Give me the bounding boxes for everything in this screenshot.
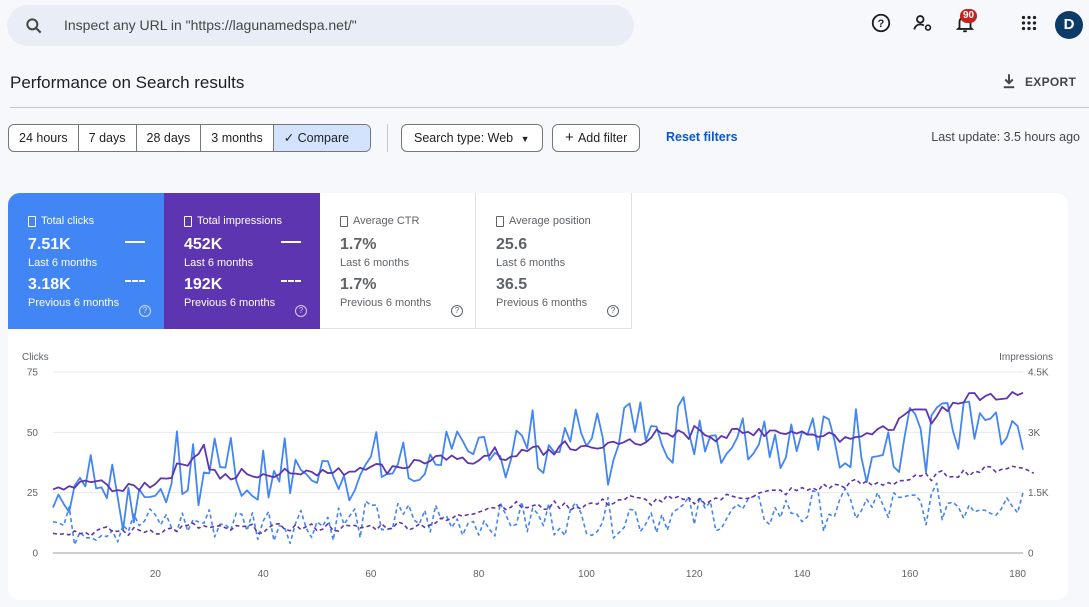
impressions-solid-series-line (52, 391, 1024, 493)
metric-period: Last 6 months (184, 257, 254, 269)
plus-icon: + (565, 129, 578, 146)
search-placeholder: Inspect any URL in "https://lagunamedspa… (64, 17, 357, 33)
x-tick-label: 120 (686, 569, 703, 580)
search-type-dropdown[interactable]: Search type: Web ▼ (401, 124, 543, 152)
metric-period: Last 6 months (496, 257, 566, 269)
left-axis-title: Clicks (22, 352, 49, 363)
metric-value: 1.7% (340, 236, 377, 253)
metric-prev-period: Previous 6 months (340, 297, 432, 309)
apps-grid-icon[interactable] (1018, 12, 1040, 34)
filter-separator (387, 124, 388, 152)
right-tick-label: 1.5K (1028, 488, 1049, 499)
metric-label: Total impressions (197, 215, 282, 227)
left-tick-label: 25 (27, 488, 39, 499)
metric-prev-period: Previous 6 months (184, 297, 276, 309)
performance-card: Total clicks 7.51K Last 6 months 3.18K P… (8, 193, 1068, 600)
metric-prev-value: 3.18K (28, 276, 71, 293)
help-icon[interactable]: ? (870, 12, 892, 34)
checkbox-icon[interactable] (184, 216, 192, 227)
dashed-line-legend (125, 280, 145, 282)
clicks-solid-series-line (52, 396, 1024, 531)
metric-prev-value: 36.5 (496, 276, 528, 293)
compare-label: Compare (297, 131, 350, 145)
checkbox-icon[interactable] (496, 216, 504, 227)
checkbox-icon[interactable] (340, 216, 348, 227)
reset-filters-link[interactable]: Reset filters (666, 130, 738, 144)
range-24-hours[interactable]: 24 hours (9, 125, 79, 151)
right-axis-title: Impressions (999, 352, 1053, 363)
url-inspect-search[interactable]: Inspect any URL in "https://lagunamedspa… (7, 5, 634, 46)
x-tick-label: 100 (578, 569, 595, 580)
range-7-days[interactable]: 7 days (79, 125, 137, 151)
metric-value: 25.6 (496, 236, 528, 253)
notification-count-badge: 90 (960, 9, 978, 23)
metric-period: Last 6 months (28, 257, 98, 269)
metric-prev-value: 192K (184, 276, 223, 293)
download-icon (1003, 74, 1015, 89)
range-28-days[interactable]: 28 days (137, 125, 202, 151)
solid-line-legend (281, 241, 301, 243)
export-label: EXPORT (1025, 75, 1077, 89)
metric-prev-value: 1.7% (340, 276, 377, 293)
metric-prev-period: Previous 6 months (496, 297, 588, 309)
clicks-dashed-series-line (52, 482, 1024, 546)
page-title: Performance on Search results (10, 73, 245, 92)
x-tick-label: 20 (150, 569, 162, 580)
check-icon: ✓ (283, 131, 298, 145)
range-3-months[interactable]: 3 months (201, 125, 274, 151)
metric-average-position[interactable]: Average position 25.6 Last 6 months 36.5… (476, 193, 632, 329)
x-tick-label: 80 (473, 569, 485, 580)
metric-label: Average CTR (353, 215, 420, 227)
manage-users-icon[interactable] (912, 12, 934, 34)
checkbox-icon[interactable] (28, 216, 36, 227)
x-tick-label: 180 (1009, 569, 1026, 580)
help-icon[interactable]: ? (607, 305, 619, 317)
solid-line-legend (125, 241, 145, 243)
dropdown-arrow-icon: ▼ (520, 134, 530, 144)
compare-button[interactable]: ✓ Compare (273, 125, 370, 151)
right-tick-label: 4.5K (1028, 368, 1049, 379)
metric-value: 7.51K (28, 236, 71, 253)
metric-total-impressions[interactable]: Total impressions 452K Last 6 months 192… (164, 193, 320, 329)
right-tick-label: 3K (1028, 428, 1041, 439)
x-tick-label: 60 (365, 569, 377, 580)
metric-value: 452K (184, 236, 223, 253)
x-tick-label: 140 (794, 569, 811, 580)
add-filter-label: Add filter (577, 131, 628, 145)
add-filter-button[interactable]: + Add filter (552, 124, 641, 152)
header-divider (10, 107, 1089, 108)
search-type-label: Search type: Web (414, 131, 514, 145)
x-tick-label: 160 (901, 569, 918, 580)
account-avatar[interactable]: D (1055, 11, 1083, 39)
left-tick-label: 75 (27, 368, 39, 379)
metric-total-clicks[interactable]: Total clicks 7.51K Last 6 months 3.18K P… (8, 193, 164, 329)
help-icon[interactable]: ? (451, 305, 463, 317)
left-tick-label: 0 (32, 549, 38, 560)
performance-chart[interactable]: Clicks Impressions 0 25 50 75 0 1.5K 3K 4.5K 20 40 6… (8, 343, 1068, 600)
search-icon (26, 18, 42, 34)
help-icon[interactable]: ? (139, 305, 151, 317)
x-tick-label: 40 (258, 569, 270, 580)
help-icon[interactable]: ? (295, 305, 307, 317)
metric-period: Last 6 months (340, 257, 410, 269)
dashed-line-legend (281, 280, 301, 282)
metric-label: Total clicks (41, 215, 95, 227)
metric-prev-period: Previous 6 months (28, 297, 120, 309)
metric-label: Average position (509, 215, 591, 227)
last-update-text: Last update: 3.5 hours ago (931, 130, 1080, 144)
metric-average-ctr[interactable]: Average CTR 1.7% Last 6 months 1.7% Prev… (320, 193, 476, 329)
date-range-selector: 24 hours 7 days 28 days 3 months ✓ Compa… (8, 124, 371, 152)
impressions-dashed-series-line (52, 465, 1035, 537)
svg-text:?: ? (878, 18, 885, 30)
left-tick-label: 50 (27, 428, 39, 439)
right-tick-label: 0 (1028, 549, 1034, 560)
top-bar: Inspect any URL in "https://lagunamedspa… (0, 0, 1089, 52)
